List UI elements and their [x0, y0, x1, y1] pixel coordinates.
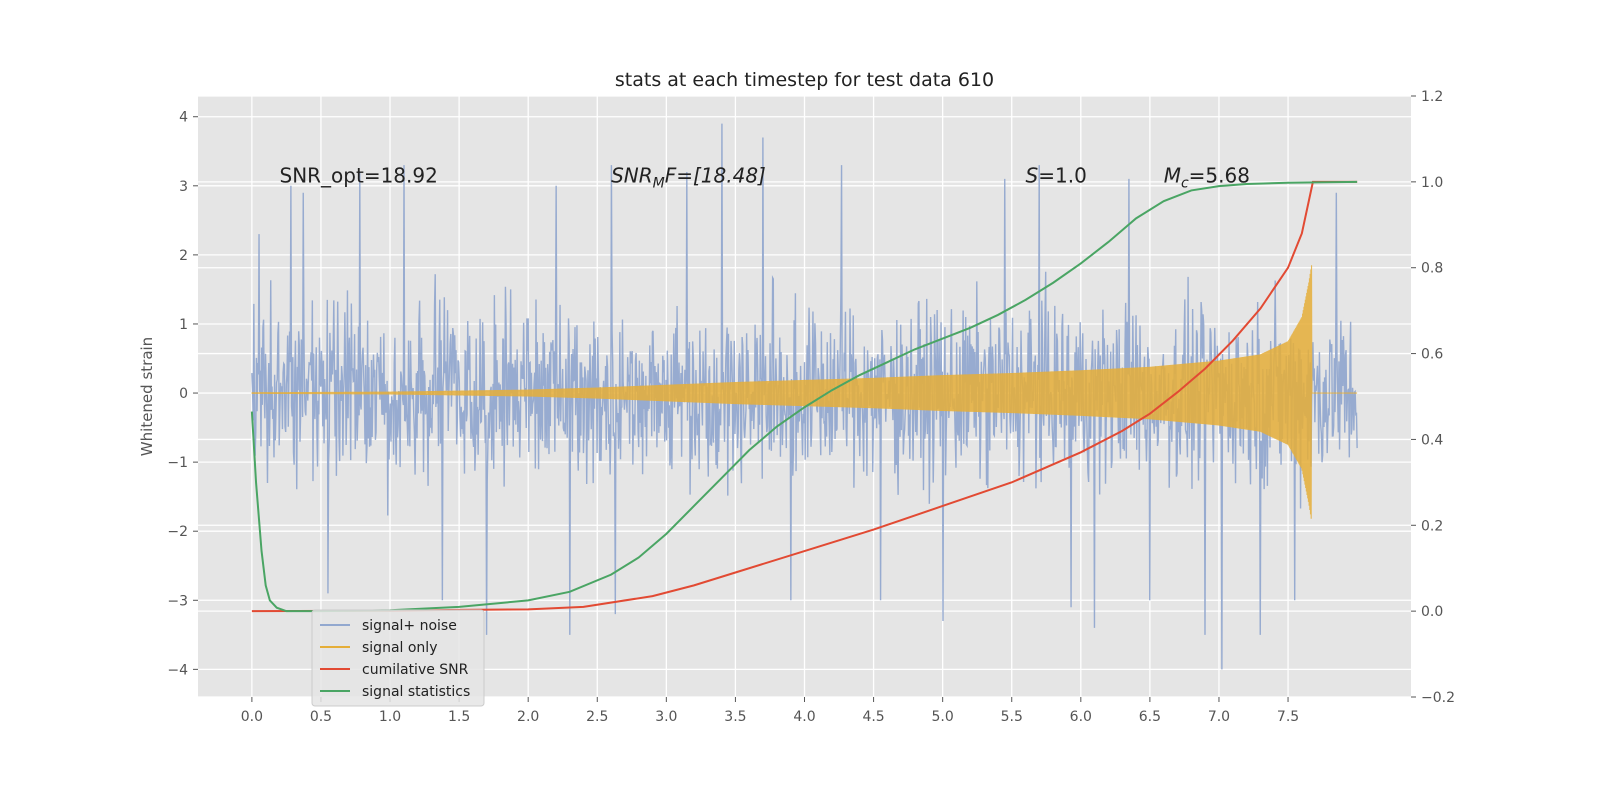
- legend-label: signal only: [362, 640, 437, 656]
- annotation-value: =1.0: [1038, 163, 1087, 187]
- y2-tick-label: 0.8: [1421, 261, 1443, 277]
- annotation-label: SNR_opt=18.92: [280, 163, 438, 187]
- x-tick-label: 3.5: [724, 709, 746, 725]
- annotation-label: SNR: [611, 163, 653, 187]
- annotation-value: =5.68: [1189, 163, 1250, 187]
- y-axis-label: Whitened strain: [138, 337, 156, 456]
- annotation-value: F=[18.48]: [665, 163, 766, 187]
- x-tick-label: 0.0: [241, 709, 263, 725]
- annotation: SNR_opt=18.92: [280, 163, 438, 187]
- y-tick-label: 3: [179, 179, 188, 195]
- y-tick-label: 0: [179, 386, 188, 402]
- legend-box: [311, 609, 485, 707]
- y-tick-label: 1: [179, 317, 188, 333]
- series-signal-only: [251, 265, 1358, 519]
- annotation: Mc=5.68: [1164, 163, 1250, 191]
- annotation-subscript: c: [1181, 175, 1189, 191]
- y2-tick-label: 0.6: [1421, 347, 1443, 363]
- x-tick-label: 4.0: [793, 709, 815, 725]
- x-tick-label: 6.0: [1070, 709, 1092, 725]
- y2-tick-label: 1.2: [1421, 89, 1443, 105]
- x-tick-label: 2.5: [586, 709, 608, 725]
- axis-ticks: 0.0 0.5 1.0 1.5 2.0 2.5 3.0 3.5 4.0 4.5 5.0 5.5 6.0 6…: [167, 89, 1455, 725]
- y-tick-label: −4: [167, 662, 188, 678]
- legend-label: cumilative SNR: [362, 662, 469, 678]
- x-tick-label: 1.0: [379, 709, 401, 725]
- x-tick-label: 7.5: [1277, 709, 1299, 725]
- y2-tick-label: 0.4: [1421, 432, 1443, 448]
- y-tick-label: −1: [167, 455, 188, 471]
- annotation-subscript: M: [653, 175, 665, 191]
- y2-tick-label: −0.2: [1421, 690, 1455, 706]
- annotation: S=1.0: [1026, 163, 1087, 187]
- annotation-label: S: [1026, 163, 1039, 187]
- y-tick-label: −3: [167, 593, 188, 609]
- legend-label: signal statistics: [362, 684, 470, 700]
- y-tick-label: 2: [179, 248, 188, 264]
- annotation-label: M: [1164, 163, 1181, 187]
- x-tick-label: 5.5: [1001, 709, 1023, 725]
- y2-tick-label: 0.0: [1421, 604, 1443, 620]
- annotations: SNR_opt=18.92 SNRMF=[18.48] S=1.0 Mc=5.68: [280, 163, 1250, 191]
- annotation: SNRMF=[18.48]: [611, 163, 766, 191]
- y2-tick-label: 0.2: [1421, 518, 1443, 534]
- y-tick-label: 4: [179, 110, 188, 126]
- x-tick-label: 4.5: [862, 709, 884, 725]
- legend: signal+ noise signal only cumilative SNR si…: [311, 609, 485, 707]
- y2-tick-label: 1.0: [1421, 175, 1443, 191]
- y-tick-label: −2: [167, 524, 188, 540]
- x-tick-label: 1.5: [448, 709, 470, 725]
- x-tick-label: 2.0: [517, 709, 539, 725]
- series-signal-statistics: [250, 180, 1358, 613]
- chart-title: stats at each timestep for test data 610: [615, 69, 994, 91]
- x-tick-label: 7.0: [1208, 709, 1230, 725]
- plot-series: [250, 123, 1358, 670]
- x-tick-label: 6.5: [1139, 709, 1161, 725]
- legend-label: signal+ noise: [362, 618, 457, 634]
- x-tick-label: 3.0: [655, 709, 677, 725]
- x-tick-label: 0.5: [310, 709, 332, 725]
- x-tick-label: 5.0: [932, 709, 954, 725]
- series-cumulative-snr: [251, 180, 1358, 613]
